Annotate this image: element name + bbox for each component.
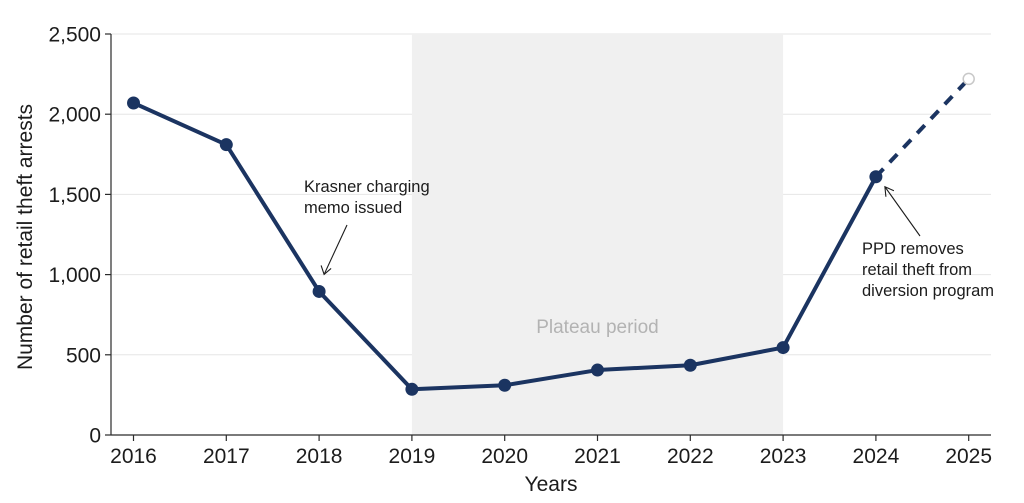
data-point — [683, 358, 697, 372]
data-point — [127, 96, 140, 110]
y-tick-label: 500 — [66, 344, 101, 367]
annotation-line: Krasner charging — [304, 178, 430, 196]
plateau-label: Plateau period — [536, 317, 659, 338]
y-axis-ticks: 0 500 1,000 1,500 2,000 2,500 — [48, 24, 111, 448]
annotation-arrow — [884, 186, 921, 237]
data-point — [219, 138, 233, 152]
data-point — [591, 363, 604, 377]
x-axis-title: Years — [525, 473, 578, 496]
y-tick-label: 1,000 — [48, 264, 101, 287]
data-point — [312, 284, 326, 298]
y-tick-label: 2,000 — [48, 104, 101, 127]
annotation-line: memo issued — [304, 199, 402, 217]
y-tick-label: 1,500 — [48, 184, 101, 207]
projected-data-point — [962, 72, 975, 86]
projected-series-line — [874, 77, 971, 179]
x-tick-label: 2016 — [110, 445, 157, 468]
x-tick-label: 2022 — [667, 445, 714, 468]
data-point — [869, 170, 883, 184]
annotations: Krasner charging memo issued PPD removes re… — [304, 178, 994, 300]
x-tick-label: 2021 — [574, 445, 621, 468]
x-tick-label: 2018 — [296, 445, 343, 468]
data-point — [776, 341, 790, 355]
y-tick-label: 2,500 — [48, 24, 101, 47]
axes — [110, 34, 991, 436]
x-axis-ticks: 2016 2017 2018 2019 2020 2021 2022 2023 2024 2025 — [110, 435, 992, 468]
data-point — [405, 382, 419, 396]
x-tick-label: 2025 — [945, 445, 992, 468]
x-tick-label: 2020 — [481, 445, 528, 468]
y-axis-title: Number of retail theft arrests — [14, 104, 37, 370]
x-tick-label: 2017 — [203, 445, 250, 468]
annotation-line: retail theft from — [862, 261, 972, 279]
annotation-line: PPD removes — [862, 240, 964, 258]
annotation-arrowhead — [884, 185, 895, 197]
annotation-arrowhead — [320, 265, 332, 276]
annotation-line: diversion program — [862, 282, 994, 300]
annotation-arrow — [323, 224, 348, 275]
data-points — [127, 72, 975, 396]
x-tick-label: 2023 — [760, 445, 807, 468]
x-tick-label: 2019 — [389, 445, 436, 468]
annotation-krasner: Krasner charging memo issued — [304, 178, 430, 217]
y-tick-label: 0 — [89, 425, 101, 448]
annotation-ppd: PPD removes retail theft from diversion pr… — [862, 240, 994, 300]
x-tick-label: 2024 — [853, 445, 900, 468]
data-point — [498, 378, 512, 392]
